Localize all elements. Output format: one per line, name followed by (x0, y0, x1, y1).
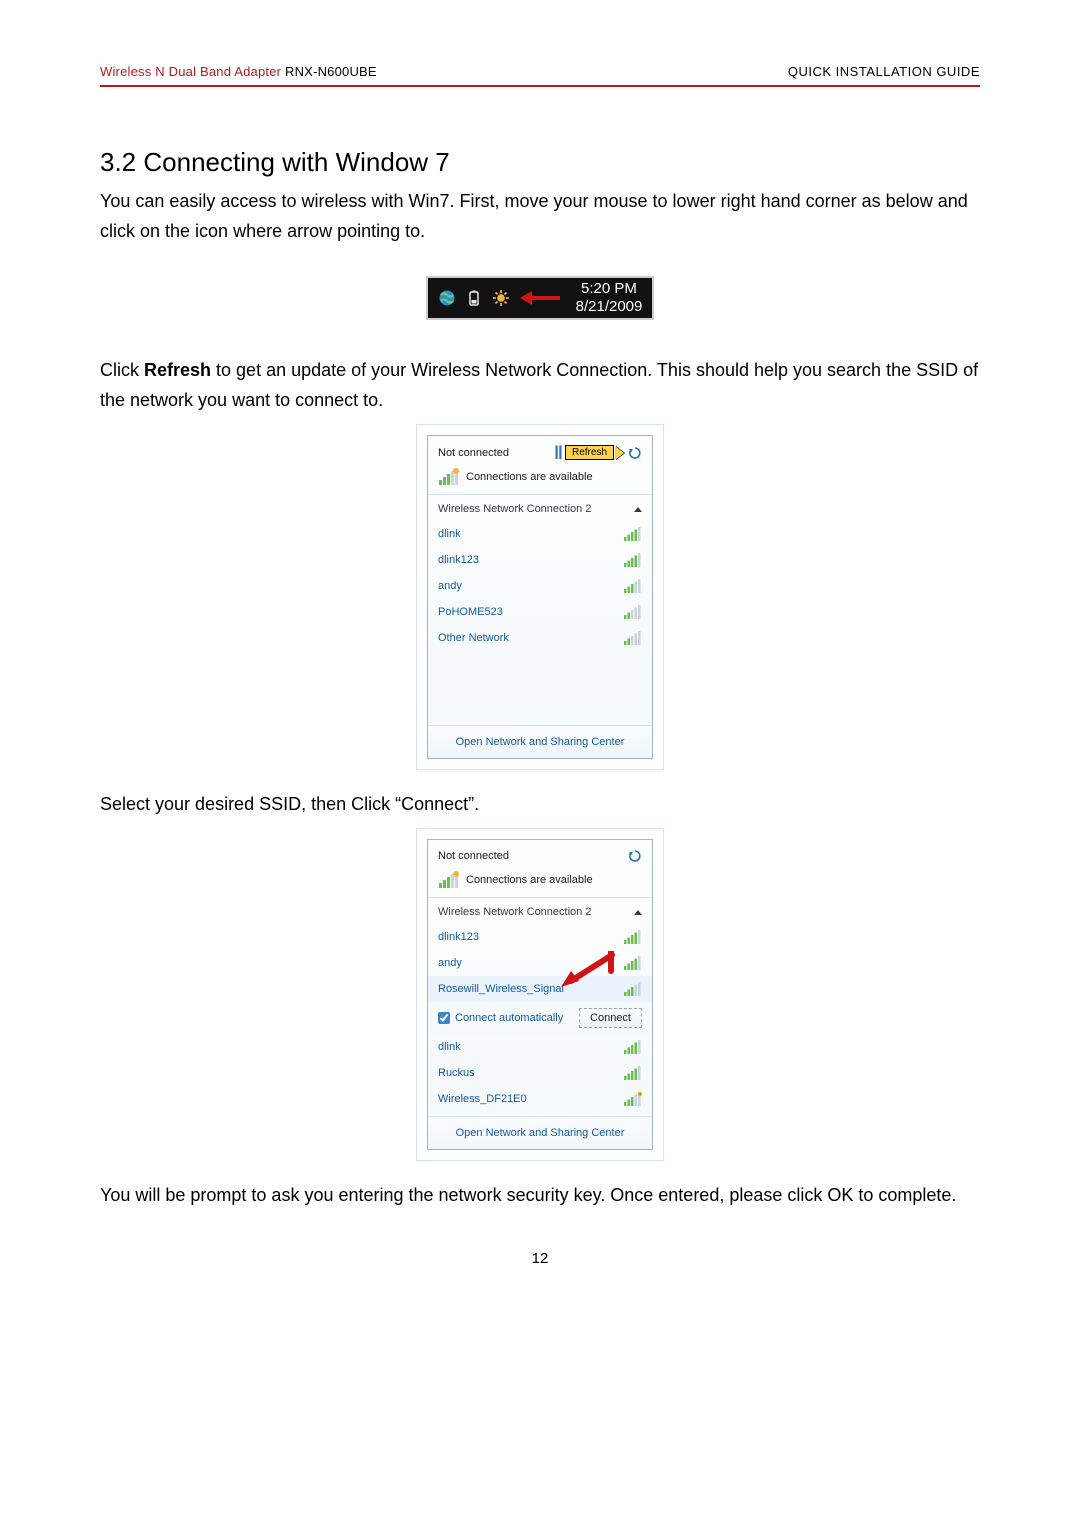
page-header: Wireless N Dual Band Adapter RNX-N600UBE… (100, 64, 980, 87)
network-item[interactable]: andy (428, 573, 652, 599)
tray-time: 5:20 PM (581, 280, 637, 298)
header-right: QUICK INSTALLATION GUIDE (788, 64, 980, 79)
network-item[interactable]: dlink (428, 521, 652, 547)
caret-up-icon (634, 910, 642, 915)
popup2-section-title-row[interactable]: Wireless Network Connection 2 (428, 898, 652, 924)
refresh-icon[interactable] (628, 849, 642, 863)
signal-icon (624, 1066, 642, 1080)
caret-up-icon (634, 507, 642, 512)
signal-icon (624, 982, 642, 996)
open-network-center-link[interactable]: Open Network and Sharing Center (428, 1116, 652, 1149)
network-ssid: Rosewill_Wireless_Signal (438, 983, 564, 995)
connect-auto-text: Connect automatically (455, 1012, 563, 1024)
system-tray: 5:20 PM 8/21/2009 (426, 276, 655, 320)
header-product-model: RNX-N600UBE (281, 64, 377, 79)
popup2-section-title: Wireless Network Connection 2 (438, 906, 591, 918)
signal-icon (624, 956, 642, 970)
globe-icon (438, 289, 456, 307)
para2-refresh: Refresh (144, 360, 211, 380)
signal-icon (624, 930, 642, 944)
tray-arrow-annotation (520, 278, 566, 318)
wifi-popup-1-figure: Not connected ‖ Refresh (100, 435, 980, 759)
refresh-callout: ‖ Refresh (554, 445, 624, 460)
signal-icon (624, 631, 642, 645)
tray-datetime: 5:20 PM 8/21/2009 (566, 278, 653, 318)
section-heading: 3.2 Connecting with Window 7 (100, 147, 980, 178)
signal-available-icon (438, 871, 460, 889)
network-item[interactable]: dlink123 (428, 547, 652, 573)
signal-available-icon (438, 468, 460, 486)
page-number: 12 (100, 1250, 980, 1267)
network-ssid: PoHOME523 (438, 606, 503, 618)
paragraph-1: You can easily access to wireless with W… (100, 186, 980, 246)
network-ssid: Other Network (438, 632, 509, 644)
signal-icon (624, 527, 642, 541)
network-ssid: andy (438, 580, 462, 592)
network-ssid: dlink (438, 528, 461, 540)
popup2-network-list: dlink123 andy Rosewill_Wireless_Signal C… (428, 924, 652, 1116)
network-item-selected[interactable]: Rosewill_Wireless_Signal (428, 976, 652, 1002)
popup1-network-list: dlink dlink123 andy PoHOME523 Other Netw… (428, 521, 652, 655)
wifi-popup-2: Not connected Connection (427, 839, 653, 1150)
network-item[interactable]: Wireless_DF21E0 ! (428, 1086, 652, 1112)
paragraph-3: Select your desired SSID, then Click “Co… (100, 789, 980, 819)
network-item[interactable]: Other Network (428, 625, 652, 651)
wifi-popup-2-figure: Not connected Connection (100, 839, 980, 1150)
signal-icon (624, 605, 642, 619)
network-item[interactable]: Ruckus (428, 1060, 652, 1086)
network-ssid: dlink123 (438, 931, 479, 943)
network-item[interactable]: dlink123 (428, 924, 652, 950)
connect-button[interactable]: Connect (579, 1008, 642, 1028)
popup2-not-connected: Not connected (438, 850, 509, 862)
network-ssid: Ruckus (438, 1067, 475, 1079)
para2-c: to get an update of your Wireless Networ… (100, 360, 978, 410)
paragraph-4: You will be prompt to ask you entering t… (100, 1180, 980, 1210)
network-ssid: andy (438, 957, 462, 969)
signal-icon (624, 579, 642, 593)
connect-auto-row: Connect automatically Connect (428, 1002, 652, 1034)
wifi-popup-1: Not connected ‖ Refresh (427, 435, 653, 759)
header-left: Wireless N Dual Band Adapter RNX-N600UBE (100, 64, 377, 79)
popup1-connections-available: Connections are available (466, 471, 593, 483)
signal-icon (624, 1040, 642, 1054)
tray-date: 8/21/2009 (576, 298, 643, 316)
popup2-connections-available: Connections are available (466, 874, 593, 886)
refresh-callout-label: Refresh (565, 445, 614, 460)
battery-icon (466, 289, 482, 307)
connect-auto-checkbox-label[interactable]: Connect automatically (438, 1012, 563, 1024)
open-network-center-link[interactable]: Open Network and Sharing Center (428, 725, 652, 758)
popup1-section-title: Wireless Network Connection 2 (438, 503, 591, 515)
page: Wireless N Dual Band Adapter RNX-N600UBE… (0, 0, 1080, 1307)
network-item[interactable]: PoHOME523 (428, 599, 652, 625)
network-ssid: dlink123 (438, 554, 479, 566)
header-product-red: Wireless N Dual Band Adapter (100, 64, 281, 79)
network-ssid: Wireless_DF21E0 (438, 1093, 527, 1105)
paragraph-2: Click Refresh to get an update of your W… (100, 355, 980, 415)
connect-auto-checkbox[interactable] (438, 1012, 450, 1024)
network-ssid: dlink (438, 1041, 461, 1053)
para2-a: Click (100, 360, 144, 380)
svg-text:!: ! (639, 1092, 640, 1097)
signal-icon (624, 553, 642, 567)
network-item[interactable]: andy (428, 950, 652, 976)
tray-icons (428, 278, 520, 318)
network-item[interactable]: dlink (428, 1034, 652, 1060)
popup1-section-title-row[interactable]: Wireless Network Connection 2 (428, 495, 652, 521)
taskbar-figure: 5:20 PM 8/21/2009 (100, 276, 980, 320)
signal-warn-icon: ! (624, 1092, 642, 1106)
refresh-icon[interactable] (628, 446, 642, 460)
popup1-not-connected: Not connected (438, 447, 509, 459)
wifi-tray-icon (492, 289, 510, 307)
